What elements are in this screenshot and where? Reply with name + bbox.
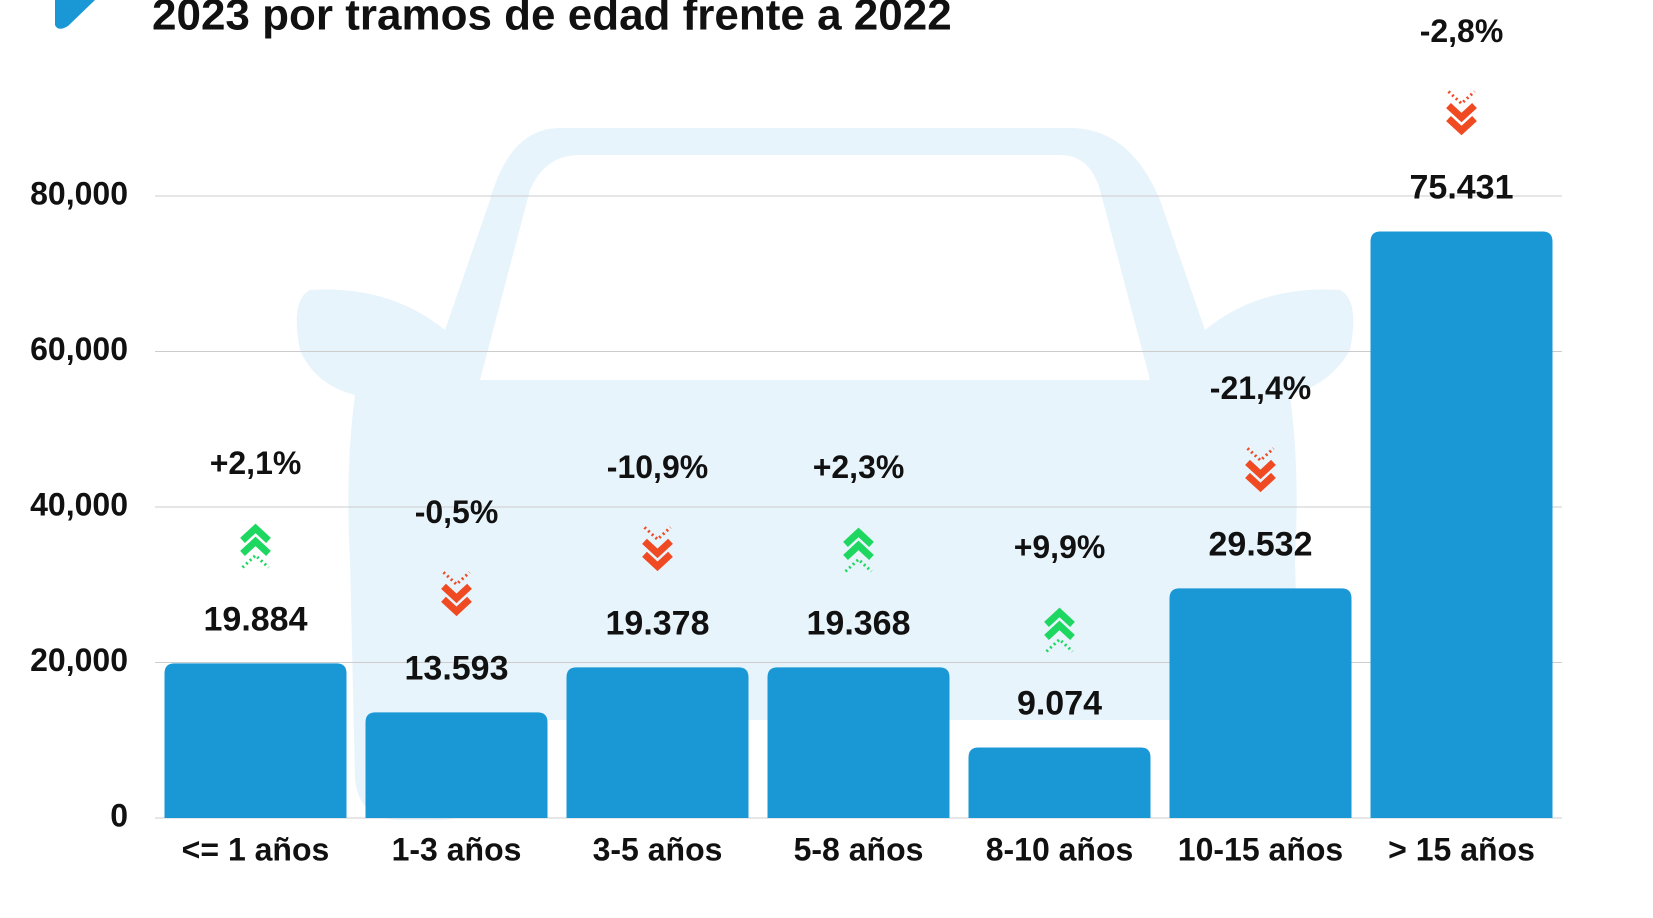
bar bbox=[767, 667, 950, 818]
change-label: -10,9% bbox=[607, 449, 708, 485]
value-label: 13.593 bbox=[405, 649, 509, 687]
chevron bbox=[1245, 472, 1276, 493]
y-tick-label: 60,000 bbox=[30, 331, 128, 367]
change-label: +2,1% bbox=[210, 445, 302, 481]
x-tick-label: 3-5 años bbox=[593, 831, 723, 867]
x-tick-label: <= 1 años bbox=[182, 831, 330, 867]
x-tick-label: 5-8 años bbox=[794, 831, 924, 867]
chevron-dotted bbox=[1447, 90, 1476, 106]
change-label: -21,4% bbox=[1210, 370, 1311, 406]
chevron bbox=[441, 583, 472, 604]
change-arrow bbox=[1446, 90, 1477, 136]
chevron bbox=[843, 540, 874, 560]
x-tick-label: 8-10 años bbox=[986, 831, 1134, 867]
value-label: 19.378 bbox=[606, 604, 710, 642]
chevron-dotted bbox=[1045, 637, 1074, 653]
chevron bbox=[642, 551, 673, 572]
bar bbox=[1370, 231, 1553, 818]
chevron bbox=[441, 596, 472, 617]
bar bbox=[566, 667, 749, 818]
value-label: 19.884 bbox=[204, 600, 308, 638]
change-label: -0,5% bbox=[415, 494, 499, 530]
chevron-dotted bbox=[241, 553, 270, 569]
change-arrow bbox=[843, 527, 874, 573]
chevron bbox=[642, 538, 673, 559]
chevron bbox=[1446, 115, 1477, 136]
bar bbox=[968, 747, 1151, 818]
y-tick-label: 20,000 bbox=[30, 642, 128, 678]
y-tick-label: 80,000 bbox=[30, 175, 128, 211]
change-arrow bbox=[1245, 447, 1276, 493]
chevron-dotted bbox=[1246, 447, 1275, 463]
chevron-dotted bbox=[844, 557, 873, 573]
chevron-dotted bbox=[643, 526, 672, 542]
value-label: 9.074 bbox=[1017, 684, 1102, 722]
change-arrow bbox=[642, 526, 673, 572]
chart-title: 2023 por tramos de edad frente a 2022 bbox=[152, 0, 952, 40]
bar bbox=[164, 663, 347, 818]
chevron bbox=[843, 527, 874, 547]
change-label: +9,9% bbox=[1014, 529, 1106, 565]
change-arrow bbox=[1044, 607, 1075, 653]
y-tick-label: 40,000 bbox=[30, 486, 128, 522]
change-arrow bbox=[441, 571, 472, 617]
chevron bbox=[1044, 607, 1075, 628]
x-tick-label: 1-3 años bbox=[392, 831, 522, 867]
change-label: -2,8% bbox=[1420, 13, 1504, 49]
x-tick-label: > 15 años bbox=[1388, 831, 1535, 867]
logo-icon bbox=[55, 0, 95, 29]
car-background bbox=[296, 128, 1354, 820]
chevron bbox=[240, 523, 271, 543]
y-tick-label: 0 bbox=[110, 797, 128, 833]
value-label: 29.532 bbox=[1209, 525, 1313, 563]
value-label: 75.431 bbox=[1410, 169, 1514, 207]
chevron-dotted bbox=[442, 571, 471, 587]
change-label: +2,3% bbox=[813, 449, 905, 485]
chevron bbox=[1245, 459, 1276, 480]
x-tick-label: 10-15 años bbox=[1178, 831, 1343, 867]
bar bbox=[365, 712, 548, 818]
chevron bbox=[240, 536, 271, 556]
chevron bbox=[1044, 620, 1075, 641]
chevron bbox=[1446, 102, 1477, 123]
value-label: 19.368 bbox=[807, 604, 911, 642]
change-arrow bbox=[240, 523, 271, 569]
bar bbox=[1169, 588, 1352, 818]
